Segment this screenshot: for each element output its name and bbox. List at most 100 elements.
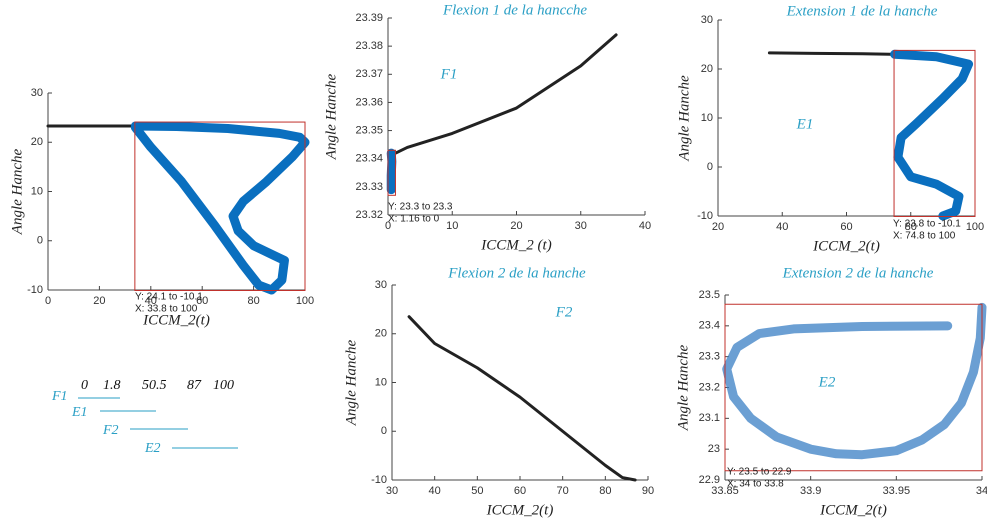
x-tick-label: 40: [639, 220, 651, 232]
x-tick-label: 10: [446, 220, 458, 232]
x-tick-label: 60: [514, 485, 526, 497]
x-tick-label: 60: [840, 221, 852, 233]
series-line: [407, 315, 637, 482]
chart-title: Flexion 2 de la hanche: [447, 265, 586, 281]
y-axis-label: Angle Hanche: [9, 148, 25, 235]
y-tick-label: 23: [708, 443, 720, 455]
x-tick-label: 80: [599, 485, 611, 497]
series-line: [130, 121, 310, 295]
y-axis-label: Angle Hanche: [675, 344, 691, 431]
chart-title: Extension 1 de la hanche: [786, 3, 938, 19]
x-tick-label: 80: [905, 221, 917, 233]
y-tick-label: 30: [701, 14, 713, 26]
y-axis-label: Angle Hanche: [323, 73, 339, 160]
timeline-value: 1.8: [103, 378, 121, 393]
x-tick-label: 100: [966, 221, 984, 233]
x-tick-label: 33.85: [711, 485, 739, 497]
chart-title: Flexion 1 de la hancche: [442, 2, 587, 18]
x-tick-label: 50: [471, 485, 483, 497]
y-tick-label: -10: [27, 284, 43, 296]
x-tick-label: 33.9: [800, 485, 821, 497]
selection-label: X: 34 to 33.8: [727, 479, 784, 490]
y-tick-label: 0: [37, 235, 43, 247]
y-tick-label: 10: [31, 185, 43, 197]
y-tick-label: 23.4: [699, 320, 720, 332]
y-axis-label: Angle Hanche: [343, 339, 359, 426]
y-tick-label: 20: [701, 63, 713, 75]
selection-box: [724, 303, 983, 472]
selection-box: [134, 121, 306, 291]
annotation: F2: [555, 304, 573, 320]
series-line: [386, 148, 397, 195]
x-tick-label: 33.95: [883, 485, 911, 497]
timeline-label: E2: [144, 441, 161, 456]
x-tick-label: 40: [429, 485, 441, 497]
selection-label: X: 33.8 to 100: [135, 304, 198, 315]
y-tick-label: -10: [371, 474, 387, 486]
y-tick-label: 23.36: [355, 96, 383, 108]
y-tick-label: 23.34: [355, 153, 383, 165]
x-tick-label: 100: [296, 295, 314, 307]
chart-title: Extension 2 de la hanche: [782, 265, 934, 281]
x-tick-label: 0: [45, 295, 51, 307]
y-tick-label: 22.9: [699, 474, 720, 486]
x-tick-label: 30: [386, 485, 398, 497]
y-tick-label: 23.39: [355, 12, 383, 24]
series-line: [890, 49, 974, 221]
x-tick-label: 0: [385, 220, 391, 232]
y-tick-label: 23.33: [355, 181, 383, 193]
y-tick-label: 30: [31, 87, 43, 99]
y-tick-label: 23.3: [699, 351, 720, 363]
timeline-value: 87: [187, 378, 202, 393]
annotation: F1: [440, 66, 458, 82]
selection-label: Y: 23.3 to 23.3: [388, 202, 453, 213]
x-tick-label: 70: [557, 485, 569, 497]
series-line: [394, 33, 618, 155]
series-line: [767, 51, 897, 56]
y-tick-label: 23.38: [355, 40, 383, 52]
selection-label: Y: 23.5 to 22.9: [727, 467, 792, 478]
timeline-value: 0: [81, 378, 88, 393]
x-tick-label: 40: [145, 295, 157, 307]
x-axis-label: ICCM_2(t): [812, 238, 880, 254]
selection-label: Y: 23.8 to -10.1: [893, 219, 961, 230]
x-tick-label: 30: [575, 220, 587, 232]
selection-label: X: 1.16 to 0: [388, 214, 440, 225]
x-tick-label: 20: [712, 221, 724, 233]
annotation: E1: [796, 116, 814, 132]
series-line: [722, 302, 987, 460]
x-tick-label: 40: [776, 221, 788, 233]
y-tick-label: 0: [381, 425, 387, 437]
y-tick-label: 20: [375, 328, 387, 340]
timeline-value: 100: [213, 378, 234, 393]
x-tick-label: 90: [642, 485, 654, 497]
selection-box: [893, 49, 976, 217]
timeline-value: 50.5: [142, 378, 167, 393]
y-tick-label: 23.32: [355, 209, 383, 221]
x-tick-label: 20: [510, 220, 522, 232]
selection-label: X: 74.8 to 100: [893, 231, 956, 242]
y-tick-label: 23.2: [699, 381, 720, 393]
y-tick-label: 10: [375, 376, 387, 388]
selection-box: [387, 149, 396, 196]
x-axis-label: ICCM_2(t): [486, 502, 554, 518]
timeline-label: E1: [71, 405, 88, 420]
x-tick-label: 20: [93, 295, 105, 307]
y-tick-label: -10: [697, 210, 713, 222]
x-tick-label: 80: [247, 295, 259, 307]
x-axis-label: ICCM_2(t): [819, 502, 887, 518]
y-tick-label: 30: [375, 279, 387, 291]
y-tick-label: 10: [701, 112, 713, 124]
annotation: E2: [818, 374, 836, 390]
x-axis-label: ICCM_2(t): [142, 312, 210, 328]
y-tick-label: 23.1: [699, 412, 720, 424]
timeline-label: F2: [102, 423, 119, 438]
y-tick-label: 0: [707, 161, 713, 173]
x-tick-label: 60: [196, 295, 208, 307]
y-tick-label: 23.35: [355, 124, 383, 136]
timeline-label: F1: [51, 389, 68, 404]
x-tick-label: 34: [976, 485, 987, 497]
y-tick-label: 23.37: [355, 68, 383, 80]
